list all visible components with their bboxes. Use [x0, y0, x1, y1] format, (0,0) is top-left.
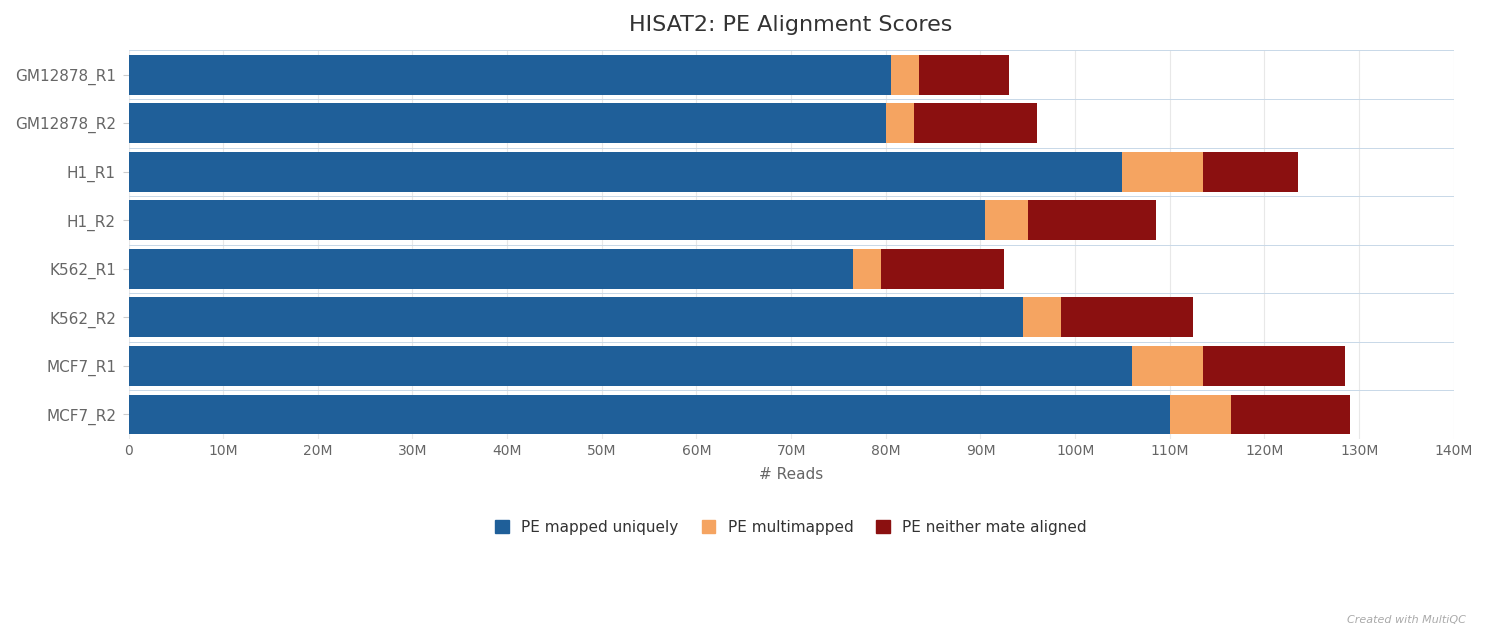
Bar: [128, 297, 1024, 337]
Text: Created with MultiQC: Created with MultiQC: [1347, 615, 1466, 625]
Bar: [881, 249, 1004, 289]
Bar: [853, 249, 881, 289]
Bar: [1024, 297, 1061, 337]
Bar: [128, 55, 890, 95]
Bar: [1122, 152, 1202, 192]
Bar: [1028, 201, 1156, 240]
Bar: [890, 55, 920, 95]
Bar: [985, 201, 1028, 240]
Bar: [128, 103, 885, 143]
X-axis label: # Reads: # Reads: [759, 466, 823, 481]
Bar: [1232, 394, 1350, 434]
Bar: [1061, 297, 1193, 337]
Bar: [914, 103, 1037, 143]
Bar: [1202, 346, 1345, 386]
Bar: [1202, 152, 1298, 192]
Bar: [1132, 346, 1202, 386]
Bar: [128, 249, 853, 289]
Bar: [885, 103, 914, 143]
Bar: [920, 55, 1009, 95]
Bar: [128, 201, 985, 240]
Title: HISAT2: PE Alignment Scores: HISAT2: PE Alignment Scores: [629, 15, 952, 35]
Bar: [128, 394, 1170, 434]
Legend: PE mapped uniquely, PE multimapped, PE neither mate aligned: PE mapped uniquely, PE multimapped, PE n…: [488, 512, 1095, 543]
Bar: [128, 346, 1132, 386]
Bar: [128, 152, 1122, 192]
Bar: [1170, 394, 1232, 434]
